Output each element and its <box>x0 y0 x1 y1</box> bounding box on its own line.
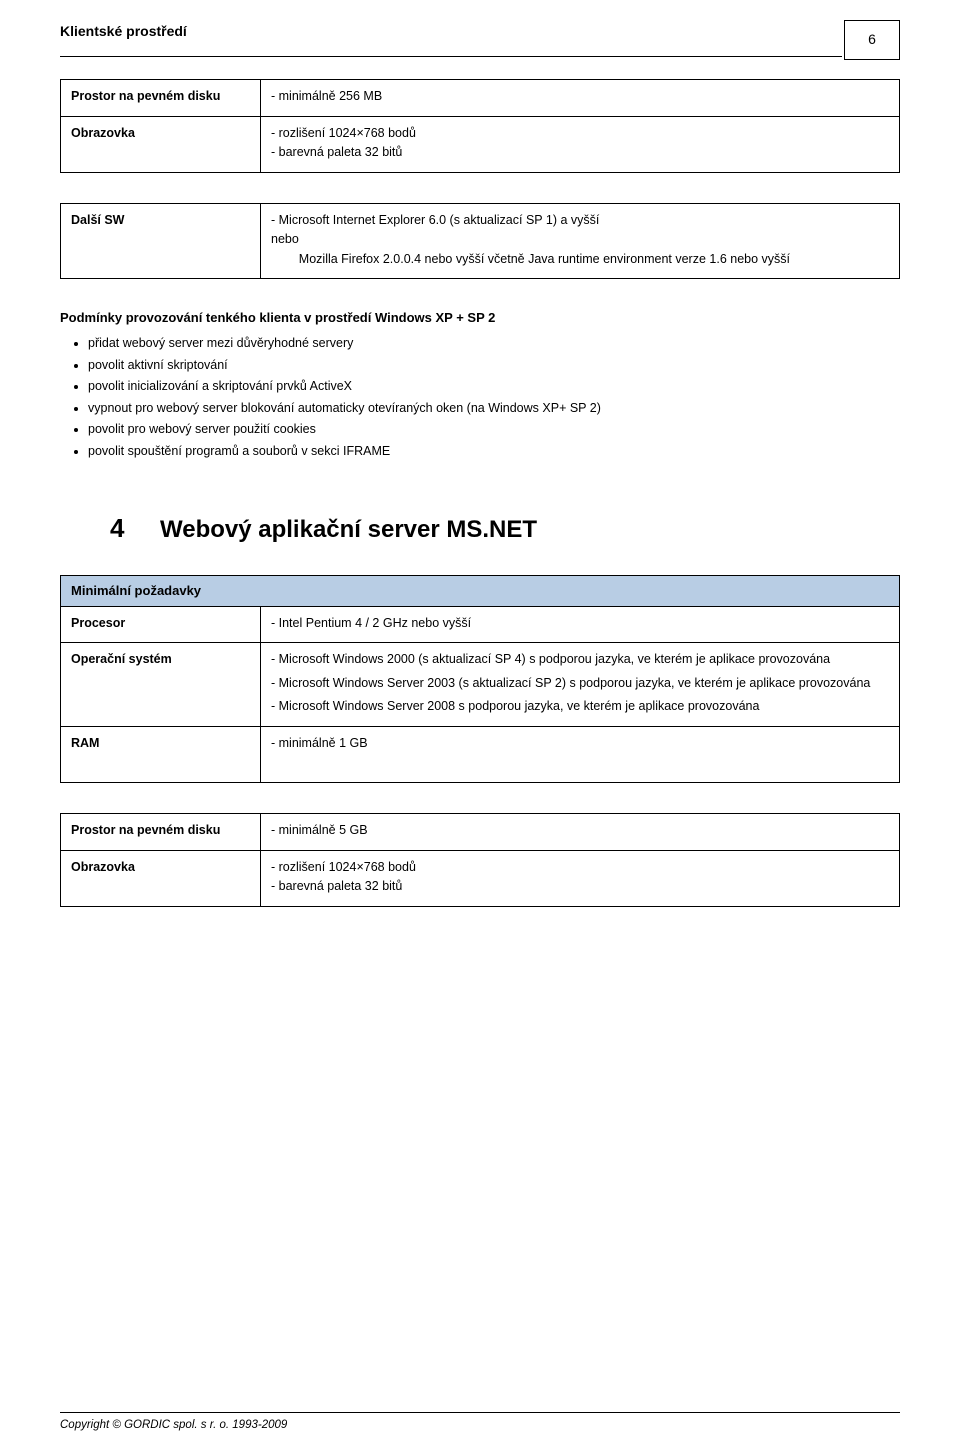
value-line: - rozlišení 1024×768 bodů <box>271 125 889 143</box>
cell-value: - minimálně 256 MB <box>261 80 900 117</box>
table-row: Další SW - Microsoft Internet Explorer 6… <box>61 203 900 279</box>
table-row: Obrazovka - rozlišení 1024×768 bodů - ba… <box>61 850 900 906</box>
list-item: vypnout pro webový server blokování auto… <box>88 400 900 418</box>
section-number: 4 <box>60 510 160 546</box>
value-line: - Microsoft Windows 2000 (s aktualizací … <box>271 651 889 669</box>
table-spec-2: Další SW - Microsoft Internet Explorer 6… <box>60 203 900 280</box>
table-row: RAM - minimálně 1 GB <box>61 726 900 783</box>
table-row: Operační systém - Microsoft Windows 2000… <box>61 643 900 727</box>
copyright-text: Copyright © GORDIC spol. s r. o. 1993-20… <box>60 1419 287 1431</box>
table-header: Minimální požadavky <box>61 575 900 606</box>
cell-label: Obrazovka <box>61 850 261 906</box>
header-rule <box>60 56 842 57</box>
conditions-title: Podmínky provozování tenkého klienta v p… <box>60 309 900 327</box>
footer-rule <box>60 1412 900 1413</box>
table-row: Prostor na pevném disku - minimálně 256 … <box>61 80 900 117</box>
cell-value: - Microsoft Internet Explorer 6.0 (s akt… <box>261 203 900 279</box>
cell-label: RAM <box>61 726 261 783</box>
value-line: - barevná paleta 32 bitů <box>271 878 889 896</box>
cell-label: Obrazovka <box>61 116 261 172</box>
cell-value: - Microsoft Windows 2000 (s aktualizací … <box>261 643 900 727</box>
page-number: 6 <box>844 20 900 60</box>
value-line: - Microsoft Windows Server 2003 (s aktua… <box>271 675 889 693</box>
list-item: povolit inicializování a skriptování prv… <box>88 378 900 396</box>
table-requirements: Minimální požadavky Procesor - Intel Pen… <box>60 575 900 784</box>
page-header: Klientské prostředí 6 <box>60 20 900 60</box>
table-row: Obrazovka - rozlišení 1024×768 bodů - ba… <box>61 116 900 172</box>
section-heading: 4 Webový aplikační server MS.NET <box>60 510 900 547</box>
cell-value: - rozlišení 1024×768 bodů - barevná pale… <box>261 850 900 906</box>
header-title: Klientské prostředí <box>60 20 844 42</box>
cell-value: - minimálně 5 GB <box>261 814 900 851</box>
list-item: povolit pro webový server použití cookie… <box>88 421 900 439</box>
value-line: Mozilla Firefox 2.0.0.4 nebo vyšší včetn… <box>271 251 889 269</box>
cell-label: Prostor na pevném disku <box>61 814 261 851</box>
table-header-row: Minimální požadavky <box>61 575 900 606</box>
value-line: - minimálně 256 MB <box>271 88 889 106</box>
cell-value: - minimálně 1 GB <box>261 726 900 783</box>
cell-label: Operační systém <box>61 643 261 727</box>
table-row: Prostor na pevném disku - minimálně 5 GB <box>61 814 900 851</box>
cell-value: - rozlišení 1024×768 bodů - barevná pale… <box>261 116 900 172</box>
cell-label: Prostor na pevném disku <box>61 80 261 117</box>
value-line: nebo <box>271 231 889 249</box>
value-line: - rozlišení 1024×768 bodů <box>271 859 889 877</box>
value-line: - minimálně 1 GB <box>271 735 889 753</box>
value-line: - Microsoft Windows Server 2008 s podpor… <box>271 698 889 716</box>
page-container: Klientské prostředí 6 Prostor na pevném … <box>0 0 960 1451</box>
list-item: povolit aktivní skriptování <box>88 357 900 375</box>
conditions-list: přidat webový server mezi důvěryhodné se… <box>60 335 900 460</box>
value-line: - Intel Pentium 4 / 2 GHz nebo vyšší <box>271 615 889 633</box>
page-footer: Copyright © GORDIC spol. s r. o. 1993-20… <box>60 1412 900 1433</box>
cell-label: Procesor <box>61 606 261 643</box>
list-item: přidat webový server mezi důvěryhodné se… <box>88 335 900 353</box>
table-row: Procesor - Intel Pentium 4 / 2 GHz nebo … <box>61 606 900 643</box>
section-title: Webový aplikační server MS.NET <box>160 513 537 547</box>
table-spec-3: Prostor na pevném disku - minimálně 5 GB… <box>60 813 900 907</box>
list-item: povolit spouštění programů a souborů v s… <box>88 443 900 461</box>
cell-label: Další SW <box>61 203 261 279</box>
value-line: - minimálně 5 GB <box>271 822 889 840</box>
value-line: - Microsoft Internet Explorer 6.0 (s akt… <box>271 212 889 230</box>
table-spec-1: Prostor na pevném disku - minimálně 256 … <box>60 79 900 173</box>
cell-value: - Intel Pentium 4 / 2 GHz nebo vyšší <box>261 606 900 643</box>
value-line: - barevná paleta 32 bitů <box>271 144 889 162</box>
